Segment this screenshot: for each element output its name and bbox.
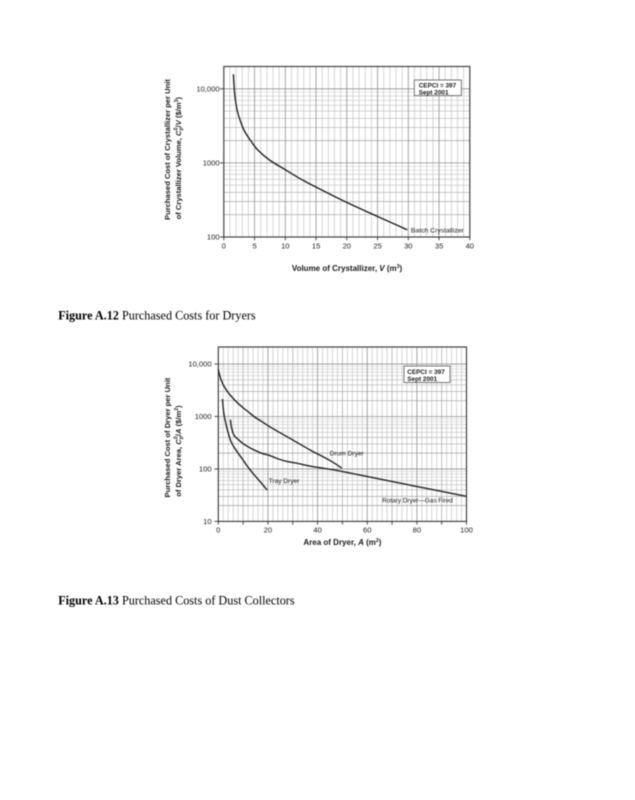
svg-text:35: 35 [435,241,443,250]
svg-text:of Dryer Area, Cp0/A ($/m2): of Dryer Area, Cp0/A ($/m2) [173,405,184,497]
svg-text:30: 30 [404,241,412,250]
svg-text:0: 0 [222,241,226,250]
svg-text:0: 0 [216,526,220,535]
svg-text:Batch Crystallizer: Batch Crystallizer [411,227,465,234]
svg-text:of Crystallizer Volume, Cp0/V: of Crystallizer Volume, Cp0/V ($/m3) [173,97,184,220]
svg-text:15: 15 [312,241,320,250]
svg-text:Volume of Crystallizer, V (m3): Volume of Crystallizer, V (m3) [292,264,403,273]
svg-text:100: 100 [199,465,212,474]
svg-text:Figure A.12 Purchased Costs fo: Figure A.12 Purchased Costs for Dryers [58,308,256,322]
svg-text:Sept 2001: Sept 2001 [407,376,437,383]
svg-text:Area of Dryer, A (m2): Area of Dryer, A (m2) [303,538,381,547]
svg-text:1000: 1000 [203,159,220,168]
svg-text:Purchased Cost of Crystallizer: Purchased Cost of Crystallizer per Unit [163,79,172,220]
svg-text:20: 20 [343,241,351,250]
svg-text:40: 40 [466,241,474,250]
svg-text:40: 40 [313,526,321,535]
svg-text:80: 80 [413,526,421,535]
svg-text:Sept 2001: Sept 2001 [419,90,449,97]
svg-text:10,000: 10,000 [188,360,211,369]
svg-text:10,000: 10,000 [196,84,219,93]
svg-text:25: 25 [373,241,381,250]
svg-text:CEPCI = 397: CEPCI = 397 [419,83,457,90]
svg-text:Tray Dryer: Tray Dryer [269,478,301,485]
svg-text:Purchased Cost of Dryer per Un: Purchased Cost of Dryer per Unit [163,377,172,497]
svg-text:100: 100 [460,526,473,535]
svg-text:10: 10 [203,517,211,526]
svg-text:10: 10 [281,241,289,250]
svg-text:5: 5 [252,241,256,250]
svg-text:100: 100 [207,233,220,242]
svg-text:CEPCI = 397: CEPCI = 397 [407,369,445,376]
svg-text:60: 60 [363,526,371,535]
svg-text:Rotary Dryer—Gas Fired: Rotary Dryer—Gas Fired [382,497,453,504]
svg-text:20: 20 [264,526,272,535]
svg-text:Figure A.13 Purchased Costs of: Figure A.13 Purchased Costs of Dust Coll… [58,593,295,607]
svg-text:Drum Dryer: Drum Dryer [330,450,365,457]
svg-text:1000: 1000 [195,412,212,421]
